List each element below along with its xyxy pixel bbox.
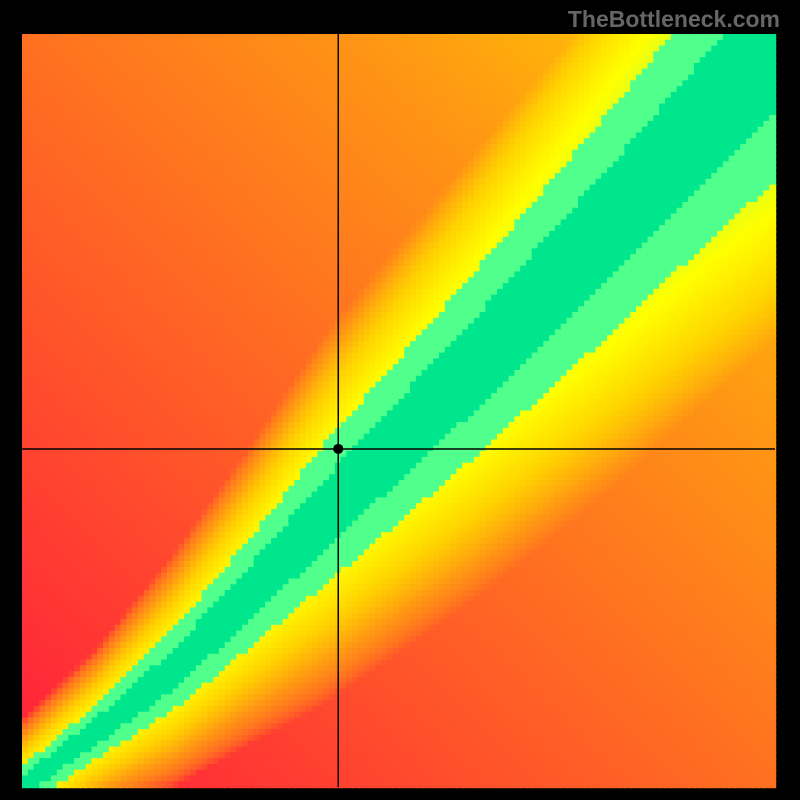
watermark-text: TheBottleneck.com xyxy=(568,6,780,33)
bottleneck-heatmap xyxy=(0,0,800,800)
heatmap-container: TheBottleneck.com xyxy=(0,0,800,800)
